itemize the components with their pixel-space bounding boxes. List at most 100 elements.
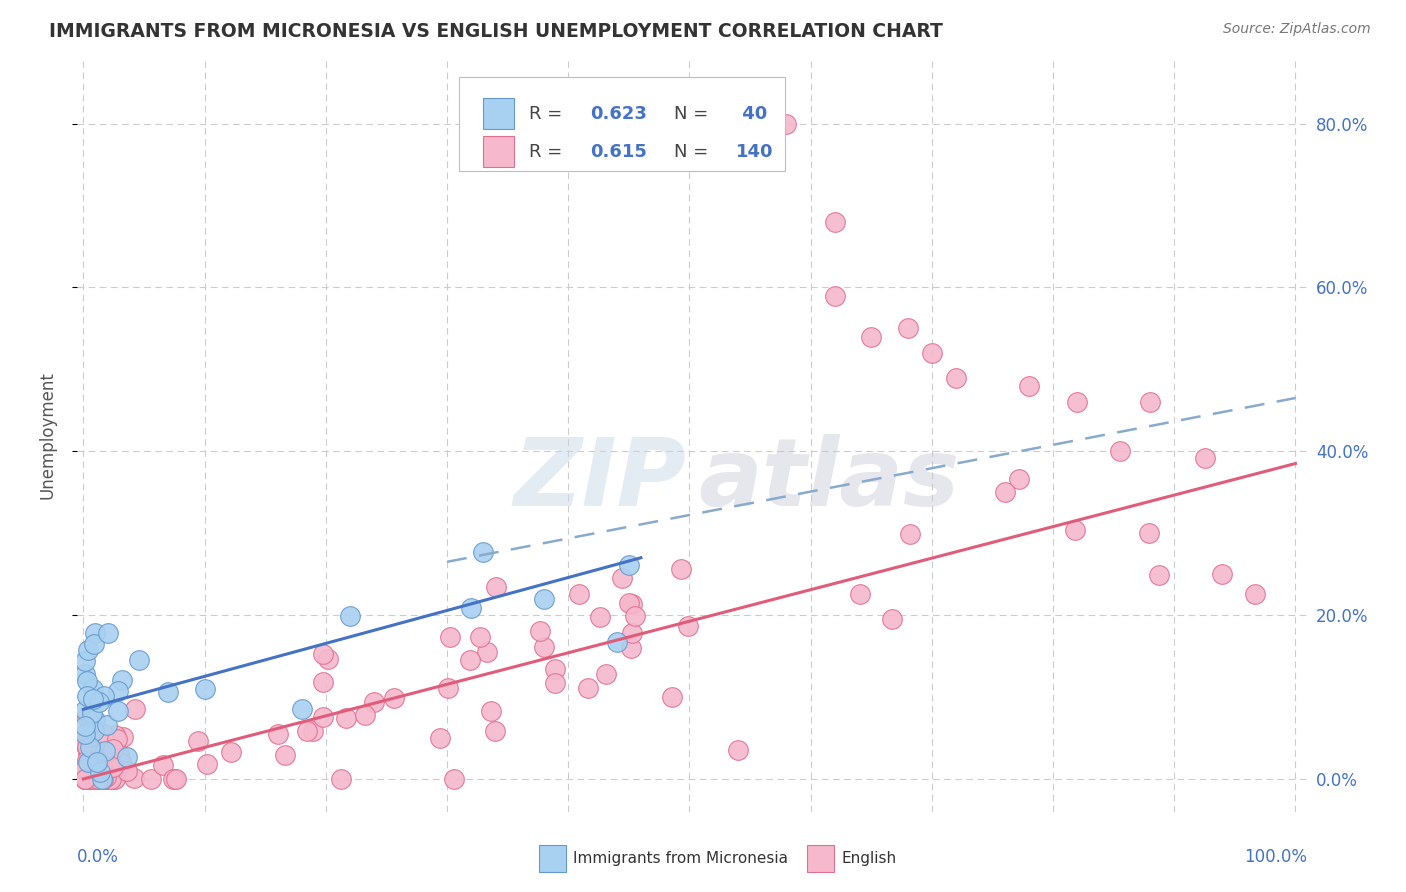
Point (73, 735, 96, 749)
Point (82, 681, 104, 696)
Point (290, 702, 312, 716)
Y-axis label: Unemployment: Unemployment (38, 371, 56, 499)
Point (544, 662, 567, 676)
Point (96, 772, 118, 786)
Point (91, 772, 114, 786)
Point (484, 723, 506, 738)
Point (73, 772, 96, 786)
Point (89, 745, 111, 759)
Point (994, 485, 1017, 500)
Point (617, 596, 640, 610)
Text: English: English (841, 851, 897, 866)
Point (194, 681, 217, 696)
Point (1064, 523, 1087, 537)
Point (73, 654, 96, 668)
Point (96, 772, 118, 786)
Point (76, 772, 98, 786)
Text: R =: R = (529, 104, 568, 122)
Point (623, 608, 645, 623)
Point (77, 772, 100, 786)
Point (485, 580, 508, 594)
Point (824, 215, 846, 229)
Point (219, 745, 242, 759)
Point (110, 756, 132, 770)
Point (1137, 526, 1160, 541)
Point (1008, 472, 1031, 486)
Point (1244, 587, 1267, 601)
Point (266, 727, 288, 741)
Point (105, 731, 128, 746)
Point (166, 772, 188, 786)
Point (83, 748, 105, 763)
Point (87, 772, 110, 786)
Point (439, 630, 461, 644)
Point (82, 706, 104, 720)
Point (363, 695, 385, 709)
Point (86, 772, 108, 786)
Point (110, 756, 132, 770)
Text: N =: N = (673, 143, 714, 161)
Point (82, 691, 104, 706)
Point (468, 631, 491, 645)
Point (100, 761, 122, 775)
Point (77, 755, 100, 769)
Point (824, 288, 846, 302)
Point (162, 772, 184, 786)
Point (75, 719, 97, 733)
Point (73, 726, 96, 740)
Text: 0.615: 0.615 (591, 143, 647, 161)
Point (124, 702, 146, 716)
Point (93, 757, 115, 772)
Bar (538, 845, 565, 872)
Point (157, 684, 180, 698)
Text: 100.0%: 100.0% (1244, 848, 1308, 866)
Point (460, 600, 482, 615)
Point (1108, 444, 1130, 458)
Point (73, 703, 96, 717)
Text: Immigrants from Micronesia: Immigrants from Micronesia (574, 851, 789, 866)
Point (96, 717, 118, 731)
Point (77, 772, 100, 786)
Point (89, 772, 111, 786)
Point (103, 742, 125, 756)
Point (80, 754, 103, 768)
Point (187, 733, 209, 747)
Point (610, 571, 633, 585)
Point (84, 625, 107, 640)
Point (103, 760, 125, 774)
Point (83, 713, 105, 727)
Point (595, 666, 617, 681)
Point (79, 772, 101, 786)
Point (97, 626, 120, 640)
Text: R =: R = (529, 143, 568, 161)
Point (93, 689, 115, 703)
Point (533, 592, 555, 607)
Bar (484, 136, 515, 168)
Point (124, 771, 146, 785)
Point (80, 772, 103, 786)
Point (107, 684, 129, 698)
Point (83, 772, 105, 786)
Point (101, 762, 124, 776)
Text: ZIP: ZIP (513, 434, 686, 526)
Bar (807, 845, 834, 872)
Point (73, 772, 96, 786)
Point (1211, 567, 1233, 582)
Text: IMMIGRANTS FROM MICRONESIA VS ENGLISH UNEMPLOYMENT CORRELATION CHART: IMMIGRANTS FROM MICRONESIA VS ENGLISH UN… (49, 22, 943, 41)
Point (671, 562, 693, 576)
Point (339, 609, 361, 624)
Point (606, 635, 628, 649)
Point (568, 587, 591, 601)
Point (529, 624, 551, 638)
Point (354, 707, 377, 722)
Point (620, 640, 643, 655)
Point (900, 527, 922, 541)
Text: 140: 140 (735, 143, 773, 161)
Point (96, 770, 118, 784)
Point (1018, 378, 1040, 392)
Point (458, 653, 481, 667)
Point (82, 772, 104, 786)
Point (1066, 395, 1088, 409)
Point (437, 681, 460, 695)
Point (107, 747, 129, 762)
